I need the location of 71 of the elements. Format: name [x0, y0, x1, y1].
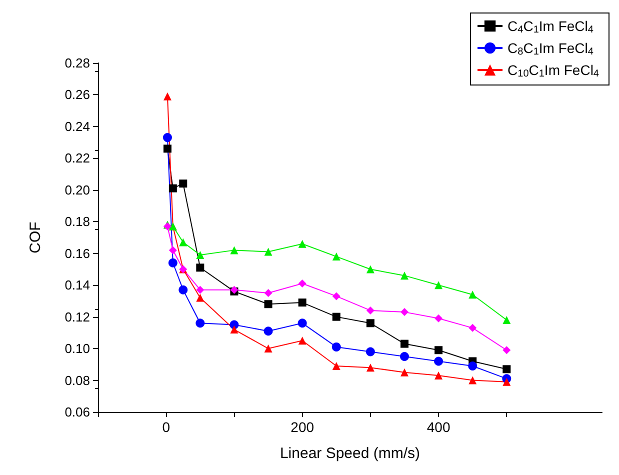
point	[366, 347, 375, 356]
point	[434, 281, 443, 290]
point	[196, 286, 204, 294]
point	[196, 250, 204, 259]
point	[230, 326, 238, 334]
y-tick-label: 0.22	[64, 150, 90, 166]
x-tick-label: 0	[162, 419, 170, 435]
point	[468, 290, 477, 299]
point	[332, 362, 340, 370]
point	[264, 300, 272, 308]
point	[298, 318, 307, 328]
x-tick-label: 400	[426, 419, 450, 435]
point	[400, 272, 408, 280]
point	[162, 133, 172, 142]
point	[434, 346, 443, 354]
point	[332, 252, 340, 261]
point	[163, 144, 172, 153]
y-tick-label: 0.06	[64, 404, 90, 420]
point	[434, 356, 444, 366]
point	[264, 248, 272, 256]
point	[502, 316, 511, 324]
point	[400, 308, 408, 316]
point	[168, 184, 177, 192]
point	[179, 238, 188, 246]
point	[502, 365, 511, 374]
y-tick-label: 0.10	[64, 341, 90, 356]
point	[332, 312, 340, 321]
point	[400, 368, 408, 376]
point	[179, 180, 188, 188]
point	[196, 264, 204, 272]
point	[434, 372, 443, 380]
point	[366, 265, 374, 274]
point	[298, 280, 306, 288]
point	[298, 298, 306, 307]
y-tick-label: 0.26	[64, 87, 90, 102]
point	[264, 289, 272, 298]
point	[400, 352, 409, 361]
point	[502, 346, 511, 354]
point	[400, 340, 408, 348]
y-tick-label: 0.18	[64, 214, 90, 230]
y-tick-label: 0.12	[64, 309, 90, 324]
point	[366, 306, 374, 314]
point	[468, 362, 478, 370]
point	[196, 318, 205, 328]
point	[502, 378, 511, 386]
y-tick-label: 0.14	[64, 278, 90, 293]
point	[196, 294, 204, 302]
y-tick-label: 0.08	[64, 372, 90, 388]
point	[298, 336, 306, 345]
point	[163, 92, 172, 100]
x-axis-title: Linear Speed (mm/s)	[280, 445, 420, 462]
point	[468, 324, 477, 332]
point	[332, 342, 341, 352]
point	[434, 314, 443, 322]
y-axis-title: COF	[27, 222, 44, 254]
point	[178, 285, 188, 294]
point	[230, 246, 238, 254]
y-tick-label: 0.20	[64, 182, 90, 198]
y-tick-label: 0.24	[64, 118, 90, 134]
point	[366, 319, 374, 328]
point	[468, 376, 477, 384]
y-tick-label: 0.28	[64, 56, 90, 70]
point	[264, 326, 273, 336]
y-tick-label: 0.16	[64, 246, 90, 261]
point	[168, 246, 177, 254]
point	[264, 344, 272, 353]
x-tick-label: 200	[290, 419, 314, 435]
point	[332, 292, 340, 300]
point	[168, 258, 178, 268]
point	[366, 364, 374, 372]
point	[298, 240, 306, 248]
